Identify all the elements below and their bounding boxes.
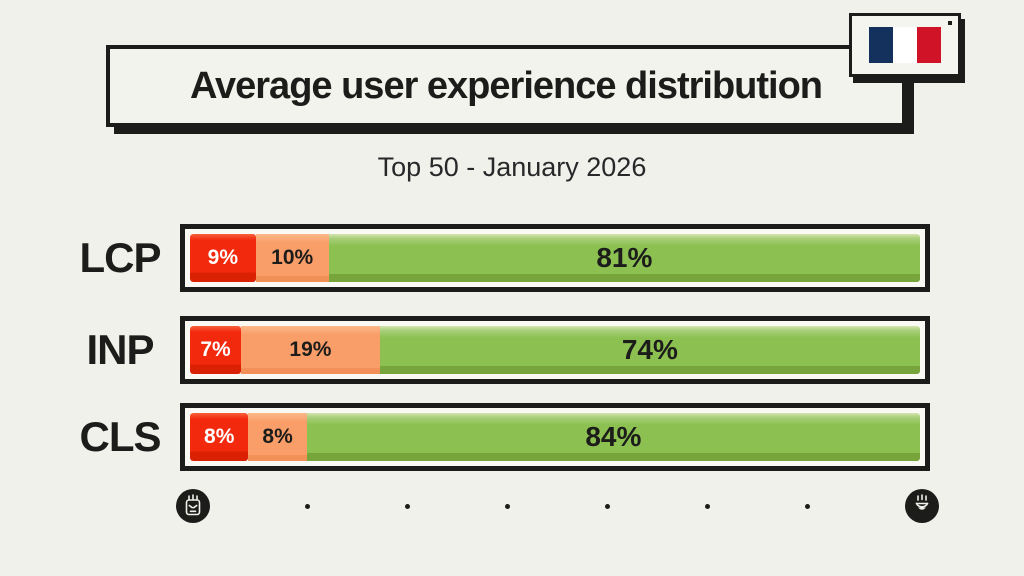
flag-stripe-white <box>893 27 917 63</box>
segment-inp-needs-improvement: 19% <box>241 326 380 374</box>
category-label-cls: CLS <box>79 413 162 460</box>
flag-stripe-red <box>917 27 941 63</box>
page-title: Average user experience distribution <box>189 64 823 107</box>
scale-dot <box>305 503 310 509</box>
scale-dot <box>805 503 810 509</box>
subtitle: Top 50 - January 2026 <box>377 152 647 182</box>
segment-inp-poor: 7% <box>190 326 242 374</box>
stacked-bar-lcp: 9% 10% 81% <box>190 234 920 282</box>
flag-stripe-blue <box>869 27 893 63</box>
france-flag-icon <box>869 27 941 63</box>
category-label-inp: INP <box>86 326 154 373</box>
title-box: Average user experience distribution <box>106 45 906 127</box>
stacked-bar-inp: 7% 19% 74% <box>190 326 920 374</box>
bar-frame-inp: 7% 19% 74% <box>180 316 930 384</box>
segment-lcp-good: 81% <box>328 234 920 282</box>
scale-dot <box>405 503 410 509</box>
segment-cls-good: 84% <box>306 413 920 461</box>
country-flag-badge[interactable] <box>849 13 961 77</box>
scale-dot <box>705 503 710 509</box>
bar-row-lcp: LCP 9% 10% 81% <box>0 224 1024 292</box>
scale-row <box>176 488 939 524</box>
angry-face-icon <box>176 489 210 523</box>
segment-cls-needs-improvement: 8% <box>248 413 307 461</box>
bar-row-inp: INP 7% 19% 74% <box>0 316 1024 384</box>
segment-cls-poor: 8% <box>190 413 249 461</box>
bar-frame-cls: 8% 8% 84% <box>180 403 930 471</box>
bar-row-cls: CLS 8% 8% 84% <box>0 403 1024 471</box>
stacked-bar-cls: 8% 8% 84% <box>190 413 920 461</box>
segment-inp-good: 74% <box>379 326 920 374</box>
corner-dot <box>948 21 952 25</box>
category-label-lcp: LCP <box>79 234 162 281</box>
scale-dot <box>605 503 610 509</box>
party-face-icon <box>905 489 939 523</box>
scale-dot <box>505 503 510 509</box>
segment-lcp-poor: 9% <box>190 234 256 282</box>
segment-lcp-needs-improvement: 10% <box>255 234 329 282</box>
bar-frame-lcp: 9% 10% 81% <box>180 224 930 292</box>
